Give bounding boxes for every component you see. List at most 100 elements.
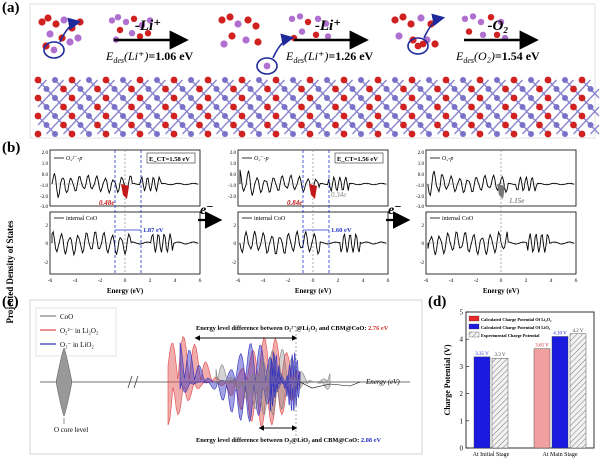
- oxygen-atom: [340, 94, 348, 102]
- cobalt-atom: [528, 131, 534, 137]
- pdos-xtick: -4: [449, 278, 454, 284]
- cobalt-atom: [188, 77, 194, 83]
- oxygen-atom: [468, 121, 475, 129]
- oxygen-atom: [130, 15, 138, 22]
- desorption-steps: -Li⁺ Edes(Li⁺)=1.06 eV -Li⁺ Edes(Li⁺)=1.26 …: [105, 18, 540, 65]
- oxygen-atom: [52, 20, 60, 28]
- cobalt-atom: [528, 95, 534, 101]
- cobalt-atom: [188, 95, 194, 101]
- pdos-ytick: 1.0: [418, 162, 425, 167]
- oxygen-atom: [230, 85, 237, 93]
- oxygen-atom: [298, 103, 305, 111]
- oxygen-atom: [408, 112, 416, 120]
- cobalt-atom: [494, 131, 500, 137]
- cobalt-atom: [494, 113, 500, 119]
- cobalt-atom: [77, 122, 84, 128]
- y-tick-label: 5: [460, 309, 464, 317]
- cobalt-atom: [426, 77, 432, 83]
- pdos-xtick: 2: [525, 278, 528, 284]
- oxygen-atom: [306, 76, 314, 84]
- pdos-ytick: 2.0: [418, 151, 425, 156]
- step-energy-label: Edes(Li⁺)=1.26 eV: [285, 49, 374, 65]
- pdos-top-legend: O₂²⁻-p: [66, 156, 82, 162]
- cobalt-atom: [256, 113, 262, 119]
- cobalt-atom: [417, 122, 424, 128]
- y-tick-label: 2: [460, 390, 464, 398]
- lithium-atom: [66, 38, 74, 46]
- oxygen-atom: [128, 103, 135, 111]
- cobalt-atom: [213, 104, 220, 110]
- pdos-ytick: 1.0: [230, 162, 237, 167]
- lithium-atom: [314, 15, 322, 22]
- cobalt-atom: [86, 113, 92, 119]
- cobalt-atom: [349, 122, 356, 128]
- cobalt-atom: [460, 131, 466, 137]
- oxygen-atom: [116, 26, 124, 34]
- cobalt-atom: [256, 95, 262, 101]
- oxygen-atom: [162, 121, 169, 129]
- step-species-label: -Li⁺: [135, 18, 161, 34]
- oxygen-atom: [94, 121, 101, 129]
- ect-box: [146, 152, 196, 164]
- oxygen-atom: [196, 103, 203, 111]
- pdos-xtick: 0: [124, 278, 127, 284]
- oxygen-atom: [332, 85, 339, 93]
- oxygen-atom: [298, 121, 305, 129]
- oxygen-atom: [94, 85, 101, 93]
- pdos-ytick: 0.0: [230, 173, 237, 178]
- oxygen-atom: [536, 85, 543, 93]
- oxygen-atom: [400, 121, 407, 129]
- oxygen-atom: [468, 85, 475, 93]
- oxygen-atom: [578, 112, 586, 120]
- oxygen-atom: [570, 121, 577, 129]
- pdos-ytick: -2: [420, 261, 425, 266]
- highlight-circle: [43, 41, 65, 59]
- oxygen-atom: [468, 103, 475, 111]
- pdos-ytick: 2: [46, 224, 49, 229]
- oxygen-atom: [244, 16, 252, 24]
- oxygen-atom: [312, 31, 320, 38]
- y-axis-label: Charge Potential (V): [443, 344, 452, 415]
- cobalt-atom: [52, 95, 58, 101]
- cobalt-atom: [383, 122, 390, 128]
- cobalt-atom: [451, 104, 458, 110]
- oxygen-atom: [434, 103, 441, 111]
- step-species-label: -Li⁺: [315, 18, 341, 34]
- cobalt-atom: [383, 86, 390, 92]
- oxygen-atom: [544, 94, 552, 102]
- energy-level-diagram: CoO O₂²⁻ in Li₂O₂ O₂⁻ in LiO₂ Energy (eV) O …: [29, 299, 423, 455]
- cobalt-atom: [451, 86, 458, 92]
- charge-shading: [121, 184, 129, 199]
- lithium-atom: [114, 14, 122, 21]
- panel-a-letter: (a): [2, 0, 20, 16]
- legend-label: O₂⁻ in LiO₂: [60, 341, 94, 349]
- electron-label: e⁻: [388, 203, 402, 218]
- cobalt-atom: [383, 104, 390, 110]
- cobalt-atom: [562, 131, 568, 137]
- desorption-arrow: [59, 17, 82, 43]
- lithium-atom: [497, 18, 505, 26]
- lithium-atom: [477, 18, 485, 26]
- oxygen-atom: [34, 76, 42, 84]
- oxygen-atom: [102, 112, 110, 120]
- bar: [473, 356, 491, 449]
- axis-break: [133, 375, 139, 389]
- bar-value-label: 3.65 V: [535, 344, 549, 349]
- charge-potential-chart: 0 1 2 3 4 5 Charge Potential (V) Calculated Cha…: [443, 309, 595, 458]
- pdos-xtick: 2: [149, 278, 152, 284]
- cobalt-atom: [281, 104, 288, 110]
- oxygen-atom: [465, 28, 473, 35]
- highlight-circle: [256, 57, 278, 75]
- y-tick-label: 4: [460, 336, 464, 344]
- cobalt-atom: [154, 95, 160, 101]
- pdos-ytick: 0.0: [42, 173, 49, 178]
- lithium-atom: [469, 13, 477, 20]
- cobalt-atom: [358, 77, 364, 83]
- oxygen-atom: [68, 130, 76, 138]
- cobalt-atom: [222, 131, 228, 137]
- cobalt-atom: [553, 122, 560, 128]
- cobalt-atom: [358, 95, 364, 101]
- oxygen-atom: [476, 130, 484, 138]
- cobalt-atom: [451, 122, 458, 128]
- pdos-xtick: 6: [387, 278, 390, 284]
